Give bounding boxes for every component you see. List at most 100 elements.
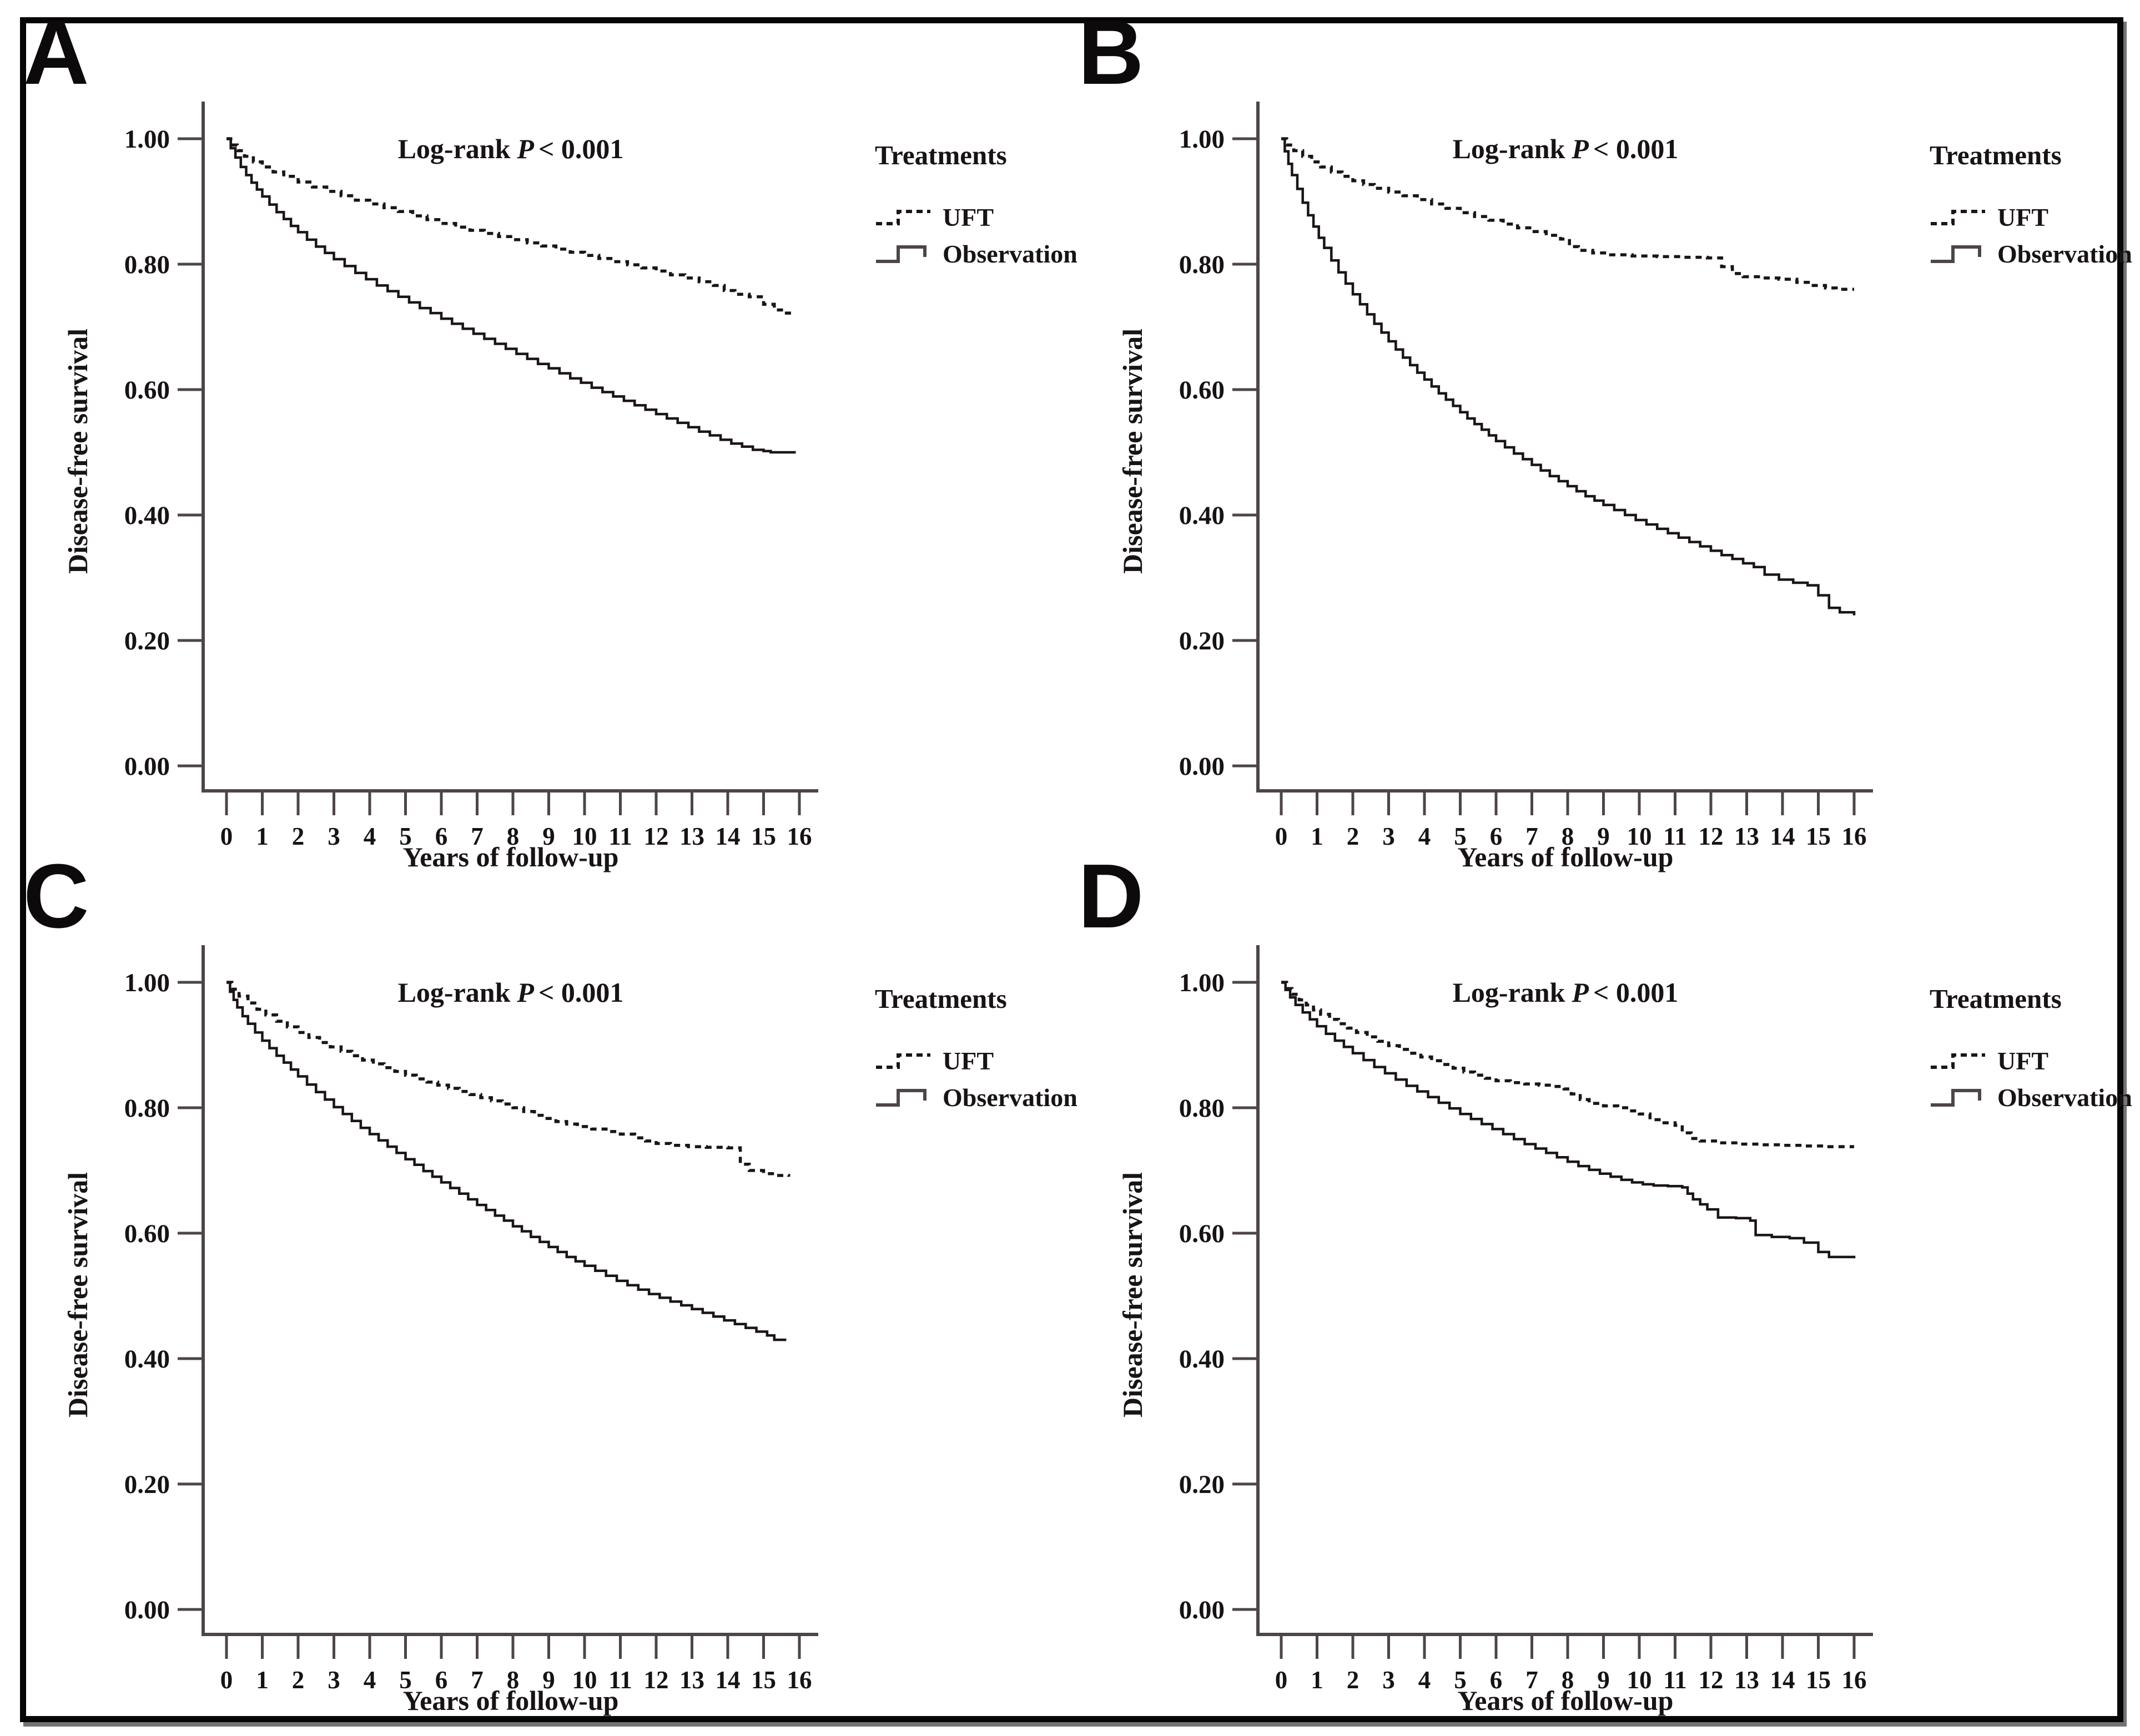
x-tick-label: 14 <box>1770 822 1795 850</box>
x-tick-label: 14 <box>716 1666 741 1694</box>
legend-item-observation: Observation <box>875 235 1077 272</box>
y-tick-label: 1.00 <box>1179 125 1225 154</box>
x-tick-label: 8 <box>507 822 520 850</box>
x-tick-label: 0 <box>220 822 233 850</box>
x-axis-title: Years of follow-up <box>402 1685 619 1716</box>
x-tick-label: 2 <box>292 1666 305 1694</box>
observation-curve <box>1281 981 1856 1259</box>
legend-item-label: UFT <box>943 1046 994 1075</box>
x-tick-label: 11 <box>1663 1666 1687 1694</box>
legend-item-label: Observation <box>943 1083 1077 1112</box>
observation-curve <box>226 981 787 1341</box>
legend-title: Treatments <box>875 983 1007 1014</box>
legend-title: Treatments <box>1930 140 2062 170</box>
x-tick-label: 14 <box>716 822 741 850</box>
x-tick-label: 16 <box>787 1666 812 1694</box>
x-axis-title: Years of follow-up <box>402 841 619 872</box>
legend: Treatments UFT Observation <box>1930 983 2132 1116</box>
x-tick-label: 3 <box>1382 1666 1395 1694</box>
observation-curve <box>1281 137 1856 615</box>
legend-item-uft: UFT <box>875 199 1077 235</box>
legend-title: Treatments <box>875 140 1007 170</box>
annotation-prefix: Log-rank <box>397 977 511 1008</box>
legend-title: Treatments <box>1930 983 2062 1014</box>
legend-item-label: Observation <box>1997 239 2132 268</box>
km-plot-c: 1.000.800.600.400.200.000 1 2 3 4 5 6 7 8 9 10 11 12… <box>124 945 818 1694</box>
logrank-annotation: Log-rank P < 0.001 <box>289 976 733 1008</box>
x-tick-label: 2 <box>292 822 305 850</box>
x-tick-label: 10 <box>1627 822 1652 850</box>
y-tick-label: 0.60 <box>1179 376 1225 405</box>
panel-b: B 1.00 0.80 0.60 0.40 0.20 0.00 0 1 2 3 4 5 6 7 8 9 10 11… <box>1075 7 2132 880</box>
y-tick-label: 0.20 <box>124 627 170 655</box>
uft-dashed-step-symbol <box>876 210 930 225</box>
y-tick-label: 0.40 <box>124 1345 170 1374</box>
y-axis-title: Disease-free survival <box>62 328 93 574</box>
x-tick-label: 8 <box>1562 822 1574 850</box>
y-tick-label: 0.00 <box>1179 1596 1225 1624</box>
legend-item-label: Observation <box>943 239 1077 268</box>
x-tick-label: 9 <box>542 1666 555 1694</box>
y-tick-label: 0.40 <box>124 501 170 530</box>
x-tick-label: 1 <box>256 822 269 850</box>
x-axis-title: Years of follow-up <box>1457 1685 1674 1716</box>
y-tick-label: 0.60 <box>124 376 170 405</box>
annotation-p-symbol: P <box>1572 977 1589 1008</box>
x-tick-label: 8 <box>507 1666 520 1694</box>
x-tick-label: 7 <box>1525 1666 1538 1694</box>
figure-border <box>20 17 2123 1722</box>
panel-a: A 1.00 0.80 0.60 0.40 0.20 0.00 0 1 2 3 4 5 6 7 8 9 10 11… <box>20 7 1077 880</box>
x-tick-label: 1 <box>256 1666 269 1694</box>
logrank-annotation: Log-rank P < 0.001 <box>1343 133 1787 165</box>
x-tick-label: 10 <box>1627 1666 1652 1694</box>
km-plot-b: 1.000.800.600.400.200.000 1 2 3 4 5 6 7 8 9 10 11 12… <box>1179 102 1873 850</box>
annotation-suffix: < 0.001 <box>1593 977 1679 1008</box>
x-tick-label: 9 <box>1597 1666 1610 1694</box>
x-tick-label: 15 <box>751 822 776 850</box>
observation-solid-step-symbol <box>876 245 927 263</box>
x-tick-label: 1 <box>1311 1666 1323 1694</box>
legend-item-observation: Observation <box>1930 1079 2132 1116</box>
x-tick-label: 4 <box>1418 822 1431 850</box>
x-tick-label: 9 <box>542 822 555 850</box>
x-tick-label: 0 <box>220 1666 233 1694</box>
x-tick-label: 16 <box>1842 822 1867 850</box>
annotation-prefix: Log-rank <box>397 133 511 164</box>
x-tick-label: 0 <box>1275 822 1288 850</box>
uft-dashed-step-symbol <box>1931 210 1985 225</box>
y-tick-label: 0.80 <box>124 1094 170 1123</box>
panel-letter-a: A <box>23 2 89 103</box>
uft-dashed-step-symbol <box>876 1053 930 1069</box>
km-plot-d: 1.000.800.600.400.200.000 1 2 3 4 5 6 7 8 9 10 11 12… <box>1179 945 1873 1694</box>
annotation-p-symbol: P <box>517 133 534 164</box>
x-tick-label: 1 <box>1311 822 1323 850</box>
x-tick-label: 13 <box>679 822 704 850</box>
x-tick-label: 16 <box>787 822 812 850</box>
x-tick-label: 9 <box>1597 822 1610 850</box>
legend-item-uft: UFT <box>1930 199 2132 235</box>
y-tick-label: 0.60 <box>124 1219 170 1248</box>
y-tick-label: 0.80 <box>1179 250 1225 279</box>
x-tick-label: 7 <box>471 1666 484 1694</box>
x-tick-label: 3 <box>328 822 340 850</box>
x-tick-label: 11 <box>608 1666 632 1694</box>
x-tick-label: 10 <box>572 822 597 850</box>
x-tick-label: 0 <box>1275 1666 1288 1694</box>
uft-curve <box>226 981 790 1177</box>
observation-solid-step-symbol <box>876 1089 927 1107</box>
panel-d: D 1.00 0.80 0.60 0.40 0.20 0.00 0 1 2 3 4 5 6 7 8 9 10 11… <box>1075 851 2132 1723</box>
x-tick-label: 10 <box>572 1666 597 1694</box>
x-tick-label: 15 <box>751 1666 776 1694</box>
y-axis-title: Disease-free survival <box>62 1172 93 1418</box>
legend-item-label: UFT <box>1997 1046 2048 1075</box>
y-tick-label: 0.80 <box>1179 1094 1225 1123</box>
x-tick-label: 15 <box>1806 822 1831 850</box>
x-tick-label: 3 <box>1382 822 1395 850</box>
legend-item-uft: UFT <box>875 1042 1077 1079</box>
x-tick-label: 15 <box>1806 1666 1831 1694</box>
panel-letter-c: C <box>23 845 89 947</box>
x-tick-label: 7 <box>471 822 484 850</box>
x-tick-label: 4 <box>364 822 376 850</box>
x-tick-label: 5 <box>399 822 412 850</box>
legend: Treatments UFT Observation <box>875 139 1077 272</box>
